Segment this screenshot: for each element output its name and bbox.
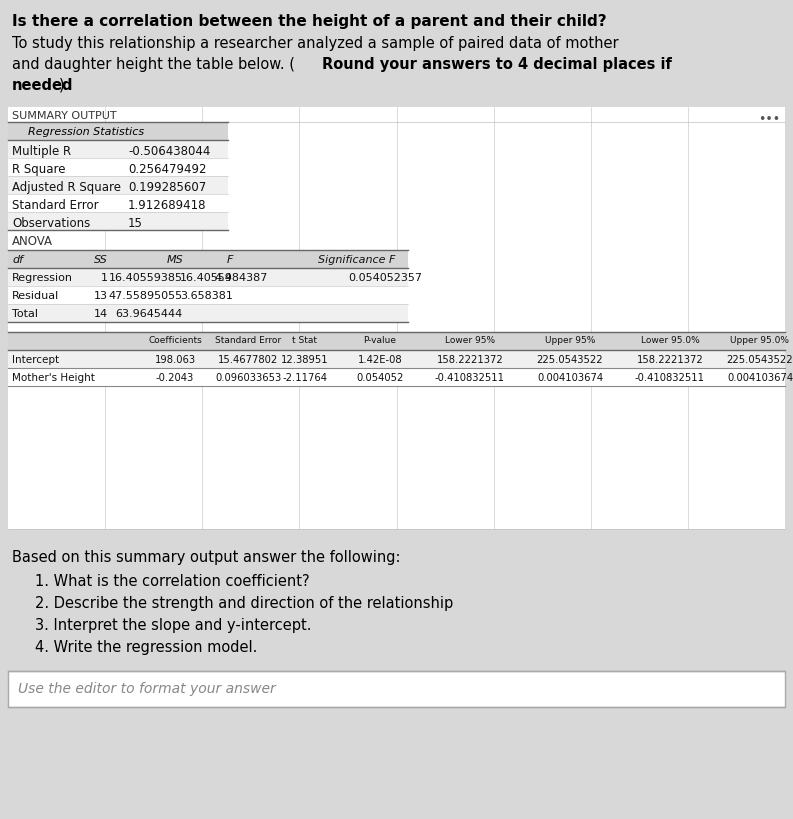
Text: 4.484387: 4.484387 <box>215 273 268 283</box>
Text: 1.912689418: 1.912689418 <box>128 199 206 212</box>
Text: Lower 95%: Lower 95% <box>445 336 495 345</box>
Text: 12.38951: 12.38951 <box>282 355 329 364</box>
Text: Standard Error: Standard Error <box>215 336 281 345</box>
Bar <box>8 159 228 177</box>
Text: Is there a correlation between the height of a parent and their child?: Is there a correlation between the heigh… <box>12 14 607 29</box>
Text: 158.2221372: 158.2221372 <box>437 355 504 364</box>
Text: Round your answers to 4 decimal places if: Round your answers to 4 decimal places i… <box>322 57 672 72</box>
Text: MS: MS <box>167 255 183 265</box>
Bar <box>8 305 408 323</box>
Text: 0.096033653: 0.096033653 <box>215 373 282 382</box>
Text: 158.2221372: 158.2221372 <box>637 355 703 364</box>
Text: and daughter height the table below. (: and daughter height the table below. ( <box>12 57 295 72</box>
Text: 3.658381: 3.658381 <box>180 291 233 301</box>
Text: F: F <box>227 255 233 265</box>
Text: 225.0543522: 225.0543522 <box>726 355 793 364</box>
Text: Use the editor to format your answer: Use the editor to format your answer <box>18 681 276 695</box>
Text: Intercept: Intercept <box>12 355 59 364</box>
Text: SS: SS <box>94 255 108 265</box>
Text: Coefficients: Coefficients <box>148 336 202 345</box>
Text: df: df <box>12 255 23 265</box>
Text: 15: 15 <box>128 217 143 229</box>
Text: 0.004103674: 0.004103674 <box>537 373 603 382</box>
Bar <box>8 672 785 707</box>
Bar <box>8 269 408 287</box>
Text: 0.256479492: 0.256479492 <box>128 163 206 176</box>
Text: Adjusted R Square: Adjusted R Square <box>12 181 121 194</box>
Bar <box>8 123 228 141</box>
Text: Multiple R: Multiple R <box>12 145 71 158</box>
Text: -0.410832511: -0.410832511 <box>635 373 705 382</box>
Text: 0.199285607: 0.199285607 <box>128 181 206 194</box>
Text: Lower 95.0%: Lower 95.0% <box>641 336 699 345</box>
Bar <box>8 369 785 387</box>
Text: P-value: P-value <box>363 336 396 345</box>
Text: -2.11764: -2.11764 <box>282 373 328 382</box>
Text: 15.4677802: 15.4677802 <box>218 355 278 364</box>
Text: To study this relationship a researcher analyzed a sample of paired data of moth: To study this relationship a researcher … <box>12 36 619 51</box>
Text: Based on this summary output answer the following:: Based on this summary output answer the … <box>12 550 400 564</box>
Text: 47.55895055: 47.55895055 <box>109 291 183 301</box>
Text: 0.004103674: 0.004103674 <box>727 373 793 382</box>
Text: 1. What is the correlation coefficient?: 1. What is the correlation coefficient? <box>35 573 309 588</box>
Bar <box>8 177 228 195</box>
Text: 0.054052357: 0.054052357 <box>348 273 422 283</box>
Text: 0.054052: 0.054052 <box>356 373 404 382</box>
Text: 225.0543522: 225.0543522 <box>537 355 603 364</box>
Text: t Stat: t Stat <box>293 336 317 345</box>
Text: SUMMARY OUTPUT: SUMMARY OUTPUT <box>12 111 117 121</box>
Text: 16.40559: 16.40559 <box>180 273 233 283</box>
Text: ANOVA: ANOVA <box>12 235 53 247</box>
Text: 14: 14 <box>94 309 108 319</box>
Text: Observations: Observations <box>12 217 90 229</box>
Bar <box>8 333 785 351</box>
Bar <box>8 351 785 369</box>
Bar <box>8 108 785 529</box>
Text: Residual: Residual <box>12 291 59 301</box>
Text: Upper 95%: Upper 95% <box>545 336 596 345</box>
Bar <box>8 213 228 231</box>
Text: R Square: R Square <box>12 163 66 176</box>
Text: •••: ••• <box>758 113 780 126</box>
Bar <box>8 195 228 213</box>
Text: -0.410832511: -0.410832511 <box>435 373 505 382</box>
Bar <box>8 287 408 305</box>
Text: 2. Describe the strength and direction of the relationship: 2. Describe the strength and direction o… <box>35 595 454 610</box>
Text: 4. Write the regression model.: 4. Write the regression model. <box>35 639 258 654</box>
Bar <box>8 251 408 269</box>
Bar <box>8 141 228 159</box>
Text: Standard Error: Standard Error <box>12 199 98 212</box>
Text: Mother's Height: Mother's Height <box>12 373 95 382</box>
Text: 16.40559385: 16.40559385 <box>109 273 183 283</box>
Text: 198.063: 198.063 <box>155 355 196 364</box>
Text: 3. Interpret the slope and y-intercept.: 3. Interpret the slope and y-intercept. <box>35 618 312 632</box>
Text: Regression Statistics: Regression Statistics <box>28 127 144 137</box>
Text: 13: 13 <box>94 291 108 301</box>
Text: ): ) <box>59 78 64 93</box>
Text: Regression: Regression <box>12 273 73 283</box>
Text: 1: 1 <box>101 273 108 283</box>
Text: Total: Total <box>12 309 38 319</box>
Text: -0.2043: -0.2043 <box>156 373 194 382</box>
Text: 63.9645444: 63.9645444 <box>116 309 183 319</box>
Text: Significance F: Significance F <box>318 255 396 265</box>
Text: -0.506438044: -0.506438044 <box>128 145 210 158</box>
Text: needed: needed <box>12 78 74 93</box>
Text: Upper 95.0%: Upper 95.0% <box>730 336 790 345</box>
Text: 1.42E-08: 1.42E-08 <box>358 355 402 364</box>
